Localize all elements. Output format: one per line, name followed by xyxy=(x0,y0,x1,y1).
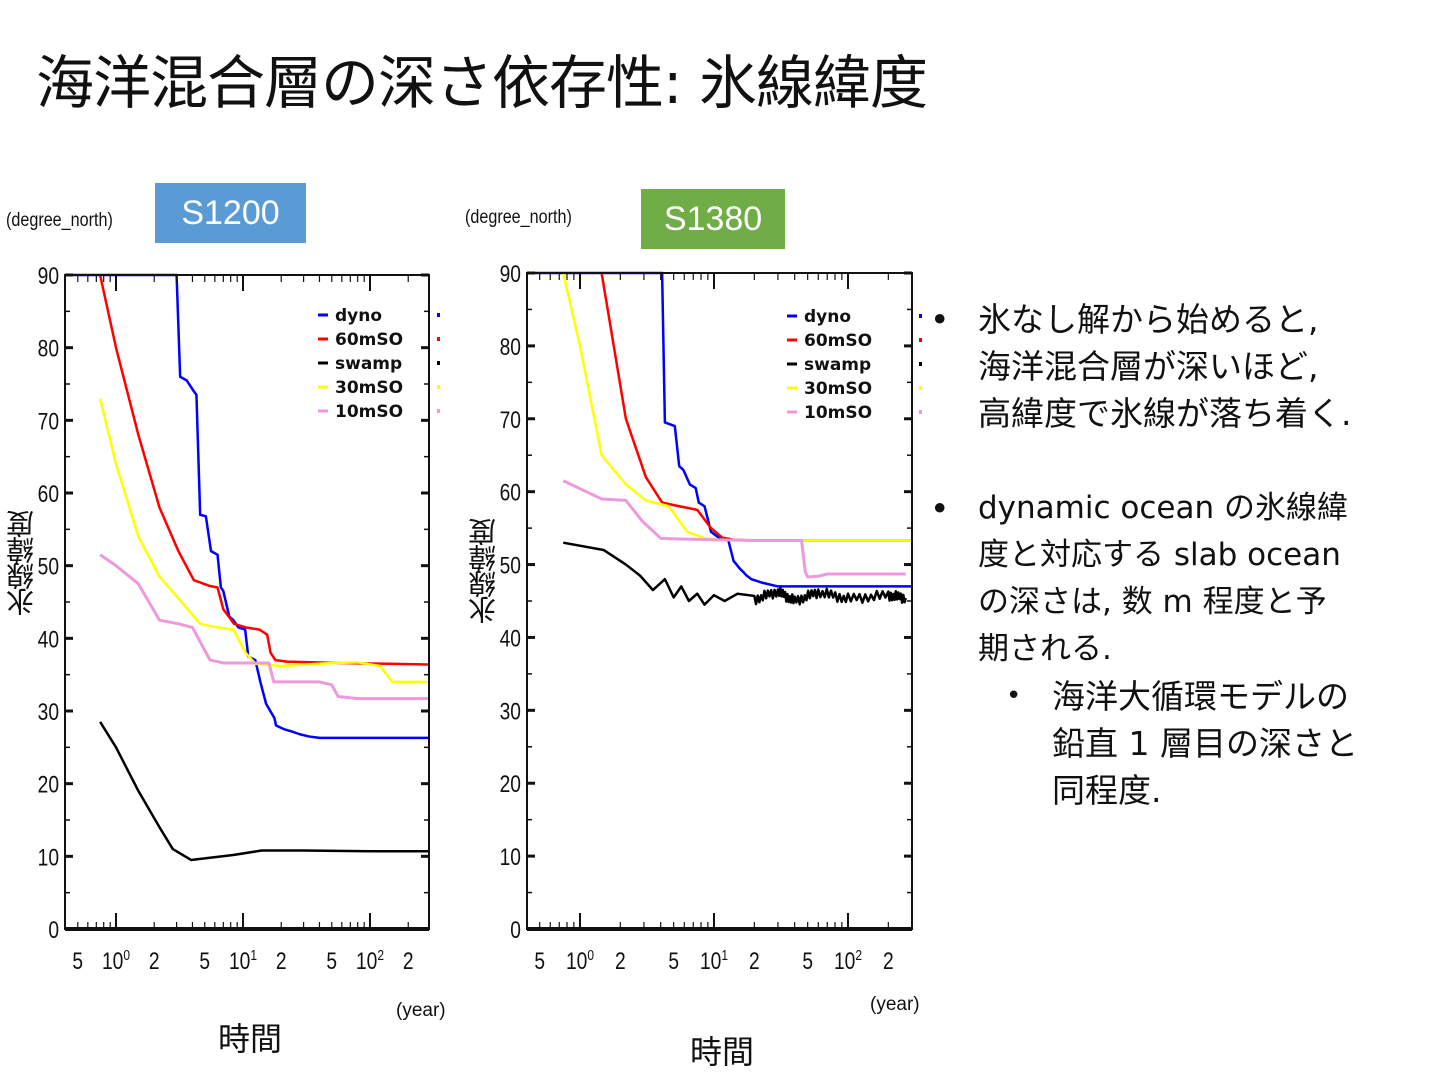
legend-edge-mark xyxy=(437,313,440,317)
chart-2-x-axis-label: 時間 xyxy=(690,1033,755,1071)
series-line-30mSO xyxy=(98,398,429,684)
y-tick-label: 10 xyxy=(38,843,59,871)
series-line-swamp xyxy=(99,721,429,862)
bullet-line: の深さは, 数 m 程度と予 xyxy=(978,584,1327,620)
bullet-text: dynamic ocean の氷線緯 度と対応する slab ocean の深さ… xyxy=(978,485,1348,673)
x-tick-label: 5 xyxy=(199,947,210,975)
legend-edge-mark xyxy=(919,410,922,414)
sub-bullet-item: • 海洋大循環モデルの 鉛直 1 層目の深さと 同程度. xyxy=(1006,673,1435,814)
page-title: 海洋混合層の深さ依存性: 氷線緯度 xyxy=(36,49,928,117)
bullet-line: 氷なし解から始めると, xyxy=(978,300,1319,339)
x-tick-label: 100 xyxy=(566,947,594,975)
y-tick-label: 10 xyxy=(500,843,521,871)
chart-1-x-axis-label: 時間 xyxy=(218,1020,283,1058)
bullet-item: • dynamic ocean の氷線緯 度と対応する slab ocean の… xyxy=(930,485,1435,673)
y-tick-label: 60 xyxy=(38,480,59,508)
legend-edge-mark xyxy=(437,361,440,365)
y-tick-label: 70 xyxy=(38,407,59,435)
y-tick-label: 30 xyxy=(500,697,521,725)
legend-edge-mark xyxy=(437,409,440,413)
legend-edge-mark xyxy=(919,362,922,366)
bullet-line: 同程度. xyxy=(1052,771,1162,810)
series-line-10mSO xyxy=(99,553,429,701)
x-tick-label: 5 xyxy=(72,947,83,975)
x-tick-label: 5 xyxy=(326,947,337,975)
series-line-swamp xyxy=(563,541,908,606)
legend-label-10mSO: 10mSO xyxy=(335,402,403,422)
legend-edge-mark xyxy=(437,337,440,341)
legend-label-dyno: dyno xyxy=(335,306,382,326)
x-tick-label: 102 xyxy=(834,947,862,975)
bullet-icon: • xyxy=(1006,681,1022,711)
legend-label-60mSO: 60mSO xyxy=(335,330,403,350)
x-tick-label: 2 xyxy=(615,947,626,975)
series-group xyxy=(65,273,429,862)
legend-edge-mark xyxy=(919,314,922,318)
bullet-line: 海洋混合層が深いほど, xyxy=(978,347,1319,386)
y-tick-label: 80 xyxy=(38,335,59,363)
y-tick-label: 80 xyxy=(500,333,521,361)
y-tick-label: 30 xyxy=(38,698,59,726)
legend-label-60mSO: 60mSO xyxy=(804,331,872,351)
x-tick-label: 2 xyxy=(883,947,894,975)
legend-label-swamp: swamp xyxy=(335,354,402,374)
chart-1-unit-label: (degree_north) xyxy=(6,210,113,231)
y-tick-label: 20 xyxy=(500,770,521,798)
bullet-list: • 氷なし解から始めると, 海洋混合層が深いほど, 高緯度で氷線が落ち着く. •… xyxy=(930,296,1435,814)
chart-2-unit-label: (degree_north) xyxy=(465,207,572,228)
y-tick-label: 0 xyxy=(48,916,59,944)
chart-2-badge: S1380 xyxy=(641,189,785,249)
bullet-item: • 氷なし解から始めると, 海洋混合層が深いほど, 高緯度で氷線が落ち着く. xyxy=(930,296,1435,437)
legend-label-30mSO: 30mSO xyxy=(335,378,403,398)
y-tick-label: 50 xyxy=(500,551,521,579)
bullet-line: 高緯度で氷線が落ち着く. xyxy=(978,394,1352,433)
legend-edge-mark xyxy=(919,338,922,342)
y-tick-label: 0 xyxy=(510,916,521,944)
bullet-text: 海洋大循環モデルの 鉛直 1 層目の深さと 同程度. xyxy=(1052,673,1358,814)
y-tick-label: 90 xyxy=(500,260,521,288)
series-line-60mSO xyxy=(98,274,429,666)
x-tick-label: 2 xyxy=(749,947,760,975)
legend-label-dyno: dyno xyxy=(804,307,851,327)
x-tick-label: 5 xyxy=(668,947,679,975)
y-tick-label: 20 xyxy=(38,771,59,799)
chart-1-x-unit: (year) xyxy=(396,1000,446,1021)
y-tick-label: 70 xyxy=(500,406,521,434)
x-tick-label: 101 xyxy=(700,947,728,975)
x-tick-label: 2 xyxy=(276,947,287,975)
legend-edge-mark xyxy=(919,386,922,390)
x-tick-label: 5 xyxy=(534,947,545,975)
series-group xyxy=(527,271,912,606)
y-tick-label: 90 xyxy=(38,262,59,290)
series-line-dyno xyxy=(65,273,429,740)
bullet-line: 海洋大循環モデルの xyxy=(1052,677,1349,716)
bullet-icon: • xyxy=(930,489,950,528)
bullet-line: dynamic ocean の氷線緯 xyxy=(978,490,1348,526)
y-tick-label: 40 xyxy=(38,625,59,653)
y-tick-label: 40 xyxy=(500,624,521,652)
chart-1-badge: S1200 xyxy=(155,183,306,243)
series-line-10mSO xyxy=(562,479,906,579)
legend-edge-mark xyxy=(437,385,440,389)
y-tick-label: 60 xyxy=(500,479,521,507)
chart-2-x-unit: (year) xyxy=(870,994,920,1015)
legend-label-30mSO: 30mSO xyxy=(804,379,872,399)
y-tick-label: 50 xyxy=(38,553,59,581)
legend-label-swamp: swamp xyxy=(804,355,871,375)
series-line-dyno xyxy=(527,271,912,588)
bullet-icon: • xyxy=(930,300,950,339)
x-tick-label: 2 xyxy=(149,947,160,975)
x-tick-label: 2 xyxy=(403,947,414,975)
x-tick-label: 5 xyxy=(802,947,813,975)
legend-label-10mSO: 10mSO xyxy=(804,403,872,423)
bullet-line: 鉛直 1 層目の深さと xyxy=(1052,724,1358,763)
bullet-line: 度と対応する slab ocean xyxy=(978,537,1341,573)
bullet-line: 期される. xyxy=(978,631,1112,667)
bullet-text: 氷なし解から始めると, 海洋混合層が深いほど, 高緯度で氷線が落ち着く. xyxy=(978,296,1352,437)
